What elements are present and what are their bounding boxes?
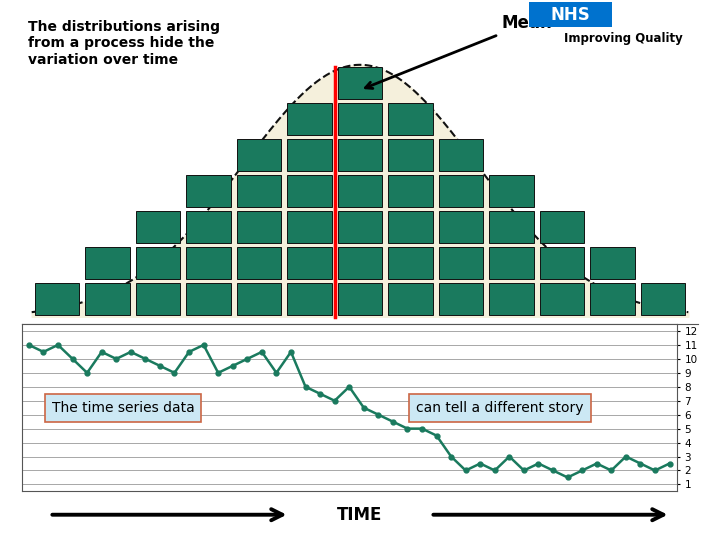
FancyBboxPatch shape [136,211,180,242]
FancyBboxPatch shape [35,283,79,315]
FancyBboxPatch shape [590,247,635,279]
FancyBboxPatch shape [490,211,534,242]
FancyBboxPatch shape [388,139,433,171]
FancyBboxPatch shape [338,247,382,279]
FancyBboxPatch shape [136,283,180,315]
FancyBboxPatch shape [338,67,382,99]
FancyBboxPatch shape [529,2,612,26]
FancyBboxPatch shape [287,247,332,279]
FancyBboxPatch shape [641,283,685,315]
FancyBboxPatch shape [388,175,433,207]
FancyBboxPatch shape [438,247,483,279]
Text: TIME: TIME [337,506,383,524]
FancyBboxPatch shape [237,139,282,171]
Text: NHS: NHS [551,5,590,24]
FancyBboxPatch shape [186,247,230,279]
FancyBboxPatch shape [438,283,483,315]
FancyBboxPatch shape [338,283,382,315]
Text: can tell a different story: can tell a different story [416,401,584,415]
FancyBboxPatch shape [388,283,433,315]
Text: Improving Quality: Improving Quality [564,32,683,45]
FancyBboxPatch shape [237,175,282,207]
FancyBboxPatch shape [287,139,332,171]
FancyBboxPatch shape [338,103,382,134]
FancyBboxPatch shape [338,175,382,207]
FancyBboxPatch shape [490,283,534,315]
FancyBboxPatch shape [338,211,382,242]
FancyBboxPatch shape [85,283,130,315]
FancyBboxPatch shape [490,175,534,207]
FancyBboxPatch shape [237,211,282,242]
Text: The distributions arising
from a process hide the
variation over time: The distributions arising from a process… [28,20,220,66]
FancyBboxPatch shape [438,211,483,242]
FancyBboxPatch shape [540,247,584,279]
FancyBboxPatch shape [338,139,382,171]
Text: The time series data: The time series data [52,401,194,415]
FancyBboxPatch shape [186,283,230,315]
FancyBboxPatch shape [136,247,180,279]
FancyBboxPatch shape [540,283,584,315]
FancyBboxPatch shape [388,247,433,279]
FancyBboxPatch shape [186,211,230,242]
FancyBboxPatch shape [287,283,332,315]
FancyBboxPatch shape [490,247,534,279]
FancyBboxPatch shape [590,283,635,315]
FancyBboxPatch shape [237,247,282,279]
FancyBboxPatch shape [438,175,483,207]
FancyBboxPatch shape [388,103,433,134]
FancyBboxPatch shape [540,211,584,242]
Text: Mean: Mean [366,15,552,89]
FancyBboxPatch shape [287,103,332,134]
FancyBboxPatch shape [237,283,282,315]
FancyBboxPatch shape [287,211,332,242]
FancyBboxPatch shape [287,175,332,207]
FancyBboxPatch shape [85,247,130,279]
FancyBboxPatch shape [438,139,483,171]
FancyBboxPatch shape [388,211,433,242]
FancyBboxPatch shape [186,175,230,207]
